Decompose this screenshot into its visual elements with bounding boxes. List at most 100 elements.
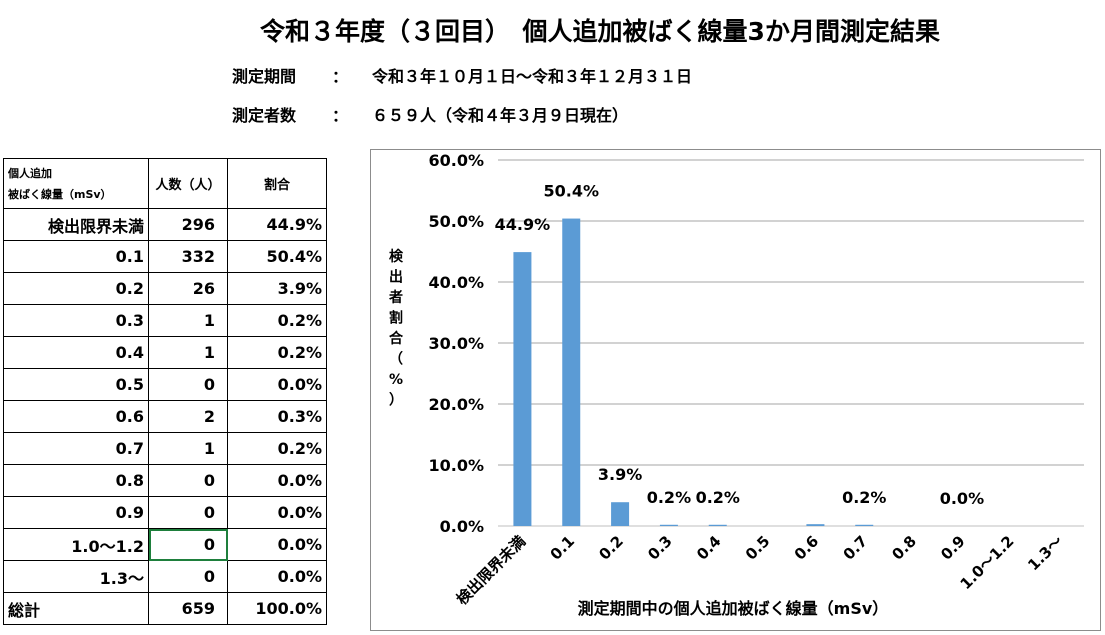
bar-0 [513,252,532,527]
cell-ratio[interactable]: 0.0% [227,368,327,401]
page-title: 令和３年度（３回目） 個人追加被ばく線量3か月間測定結果 [260,17,940,46]
table-row: 0.7 1 0.2% [3,432,327,465]
header-count[interactable]: 人数（人） [148,158,228,209]
total-count[interactable]: 659 [148,592,228,625]
count-label: 測定者数 [232,106,297,125]
cell-dose[interactable]: 0.4 [3,336,149,369]
table-row: 検出限界未満 296 44.9% [3,208,327,241]
bar-4 [708,524,727,526]
x-tick-label: 0.4 [693,532,725,564]
x-tick-label: 0.2 [595,532,627,564]
header-dose[interactable]: 個人追加 被ばく線量（mSv） [3,158,149,209]
cell-count[interactable]: 332 [148,240,228,273]
table-row: 1.3～ 0 0.0% [3,560,327,593]
y-axis-label-char: 検 [389,248,404,265]
cell-dose[interactable]: 1.0～1.2 [3,528,149,561]
cell-ratio[interactable]: 0.3% [227,400,327,433]
cell-ratio[interactable]: 0.2% [227,304,327,337]
y-tick-label: 0.0% [440,517,484,536]
y-axis-label-char: 合 [389,330,404,347]
table-row: 0.5 0 0.0% [3,368,327,401]
cell-dose[interactable]: 0.6 [3,400,149,433]
cell-ratio[interactable]: 0.2% [227,432,327,465]
cell-ratio[interactable]: 44.9% [227,208,327,241]
y-axis-label-char: 出 [389,269,403,286]
x-tick-label: 0.6 [791,532,823,564]
measurement-period: 測定期間 ： 令和３年１０月１日～令和３年１２月３１日 [232,63,692,87]
x-tick-label: 検出限界未満 [453,532,529,608]
count-value: ６５９人（令和４年３月９日現在） [372,106,629,125]
y-tick-label: 40.0% [428,273,484,292]
cell-dose[interactable]: 0.8 [3,464,149,497]
data-label: 44.9% [495,215,551,234]
table-row: 0.8 0 0.0% [3,464,327,497]
x-tick-label: 0.3 [644,532,676,564]
table-row: 0.6 2 0.3% [3,400,327,433]
data-label: 0.2% [647,488,691,507]
cell-dose[interactable]: 0.7 [3,432,149,465]
data-label: 0.2% [842,488,886,507]
data-label: 0.0% [940,489,984,508]
cell-dose[interactable]: 検出限界未満 [3,208,149,241]
header-dose-line1: 個人追加 [8,166,52,180]
cell-count[interactable]: 0 [148,464,228,497]
cell-count[interactable]: 0 [148,496,228,529]
y-axis-label-char: 割 [389,310,403,327]
header-dose-line2: 被ばく線量（mSv） [8,187,112,201]
table-total-row: 総計 659 100.0% [3,592,327,625]
cell-count[interactable]: 0 [148,368,228,401]
cell-ratio[interactable]: 50.4% [227,240,327,273]
bar-6 [806,524,825,526]
cell-count[interactable]: 2 [148,400,228,433]
x-tick-label: 0.9 [937,532,969,564]
y-axis-label-char: 者 [389,290,403,306]
cell-dose[interactable]: 0.1 [3,240,149,273]
y-axis-label-char: ） [389,393,403,409]
table-row: 0.9 0 0.0% [3,496,327,529]
cell-ratio[interactable]: 0.0% [227,464,327,497]
total-ratio[interactable]: 100.0% [227,592,327,625]
cell-count[interactable]: 1 [148,336,228,369]
x-tick-label: 0.1 [547,532,579,564]
bar-7 [855,524,874,526]
cell-dose[interactable]: 0.5 [3,368,149,401]
y-tick-label: 50.0% [428,212,484,231]
chart-frame[interactable] [370,149,1101,631]
cell-ratio[interactable]: 0.0% [227,560,327,593]
header-ratio[interactable]: 割合 [227,158,327,209]
data-label: 0.2% [696,488,740,507]
period-label: 測定期間 [232,67,297,86]
cell-ratio[interactable]: 3.9% [227,272,327,305]
table-header-row: 個人追加 被ばく線量（mSv） 人数（人） 割合 [3,158,327,209]
cell-dose[interactable]: 0.3 [3,304,149,337]
table-row: 0.4 1 0.2% [3,336,327,369]
measured-count: 測定者数 ： ６５９人（令和４年３月９日現在） [232,102,628,126]
cell-count[interactable]: 1 [148,432,228,465]
cell-count-selected[interactable]: 0 [148,528,228,561]
y-tick-label: 10.0% [428,456,484,475]
x-tick-label: 1.3～ [1024,532,1066,574]
total-label[interactable]: 総計 [3,592,149,625]
data-label: 50.4% [543,182,599,201]
cell-dose[interactable]: 0.2 [3,272,149,305]
cell-count[interactable]: 26 [148,272,228,305]
y-tick-label: 20.0% [428,395,484,414]
table-row: 0.3 1 0.2% [3,304,327,337]
cell-dose[interactable]: 0.9 [3,496,149,529]
bar-1 [562,218,581,526]
cell-ratio[interactable]: 0.0% [227,528,327,561]
cell-count[interactable]: 0 [148,560,228,593]
cell-count[interactable]: 296 [148,208,228,241]
cell-dose[interactable]: 1.3～ [3,560,149,593]
x-tick-label: 1.0～1.2 [957,532,1018,593]
bar-3 [659,524,678,526]
y-axis-label-char: （ [389,352,403,368]
y-tick-label: 30.0% [428,334,484,353]
cell-ratio[interactable]: 0.2% [227,336,327,369]
bar-2 [611,502,630,526]
data-label: 3.9% [598,465,642,484]
cell-count[interactable]: 1 [148,304,228,337]
y-axis-label-char: % [389,372,403,388]
cell-ratio[interactable]: 0.0% [227,496,327,529]
